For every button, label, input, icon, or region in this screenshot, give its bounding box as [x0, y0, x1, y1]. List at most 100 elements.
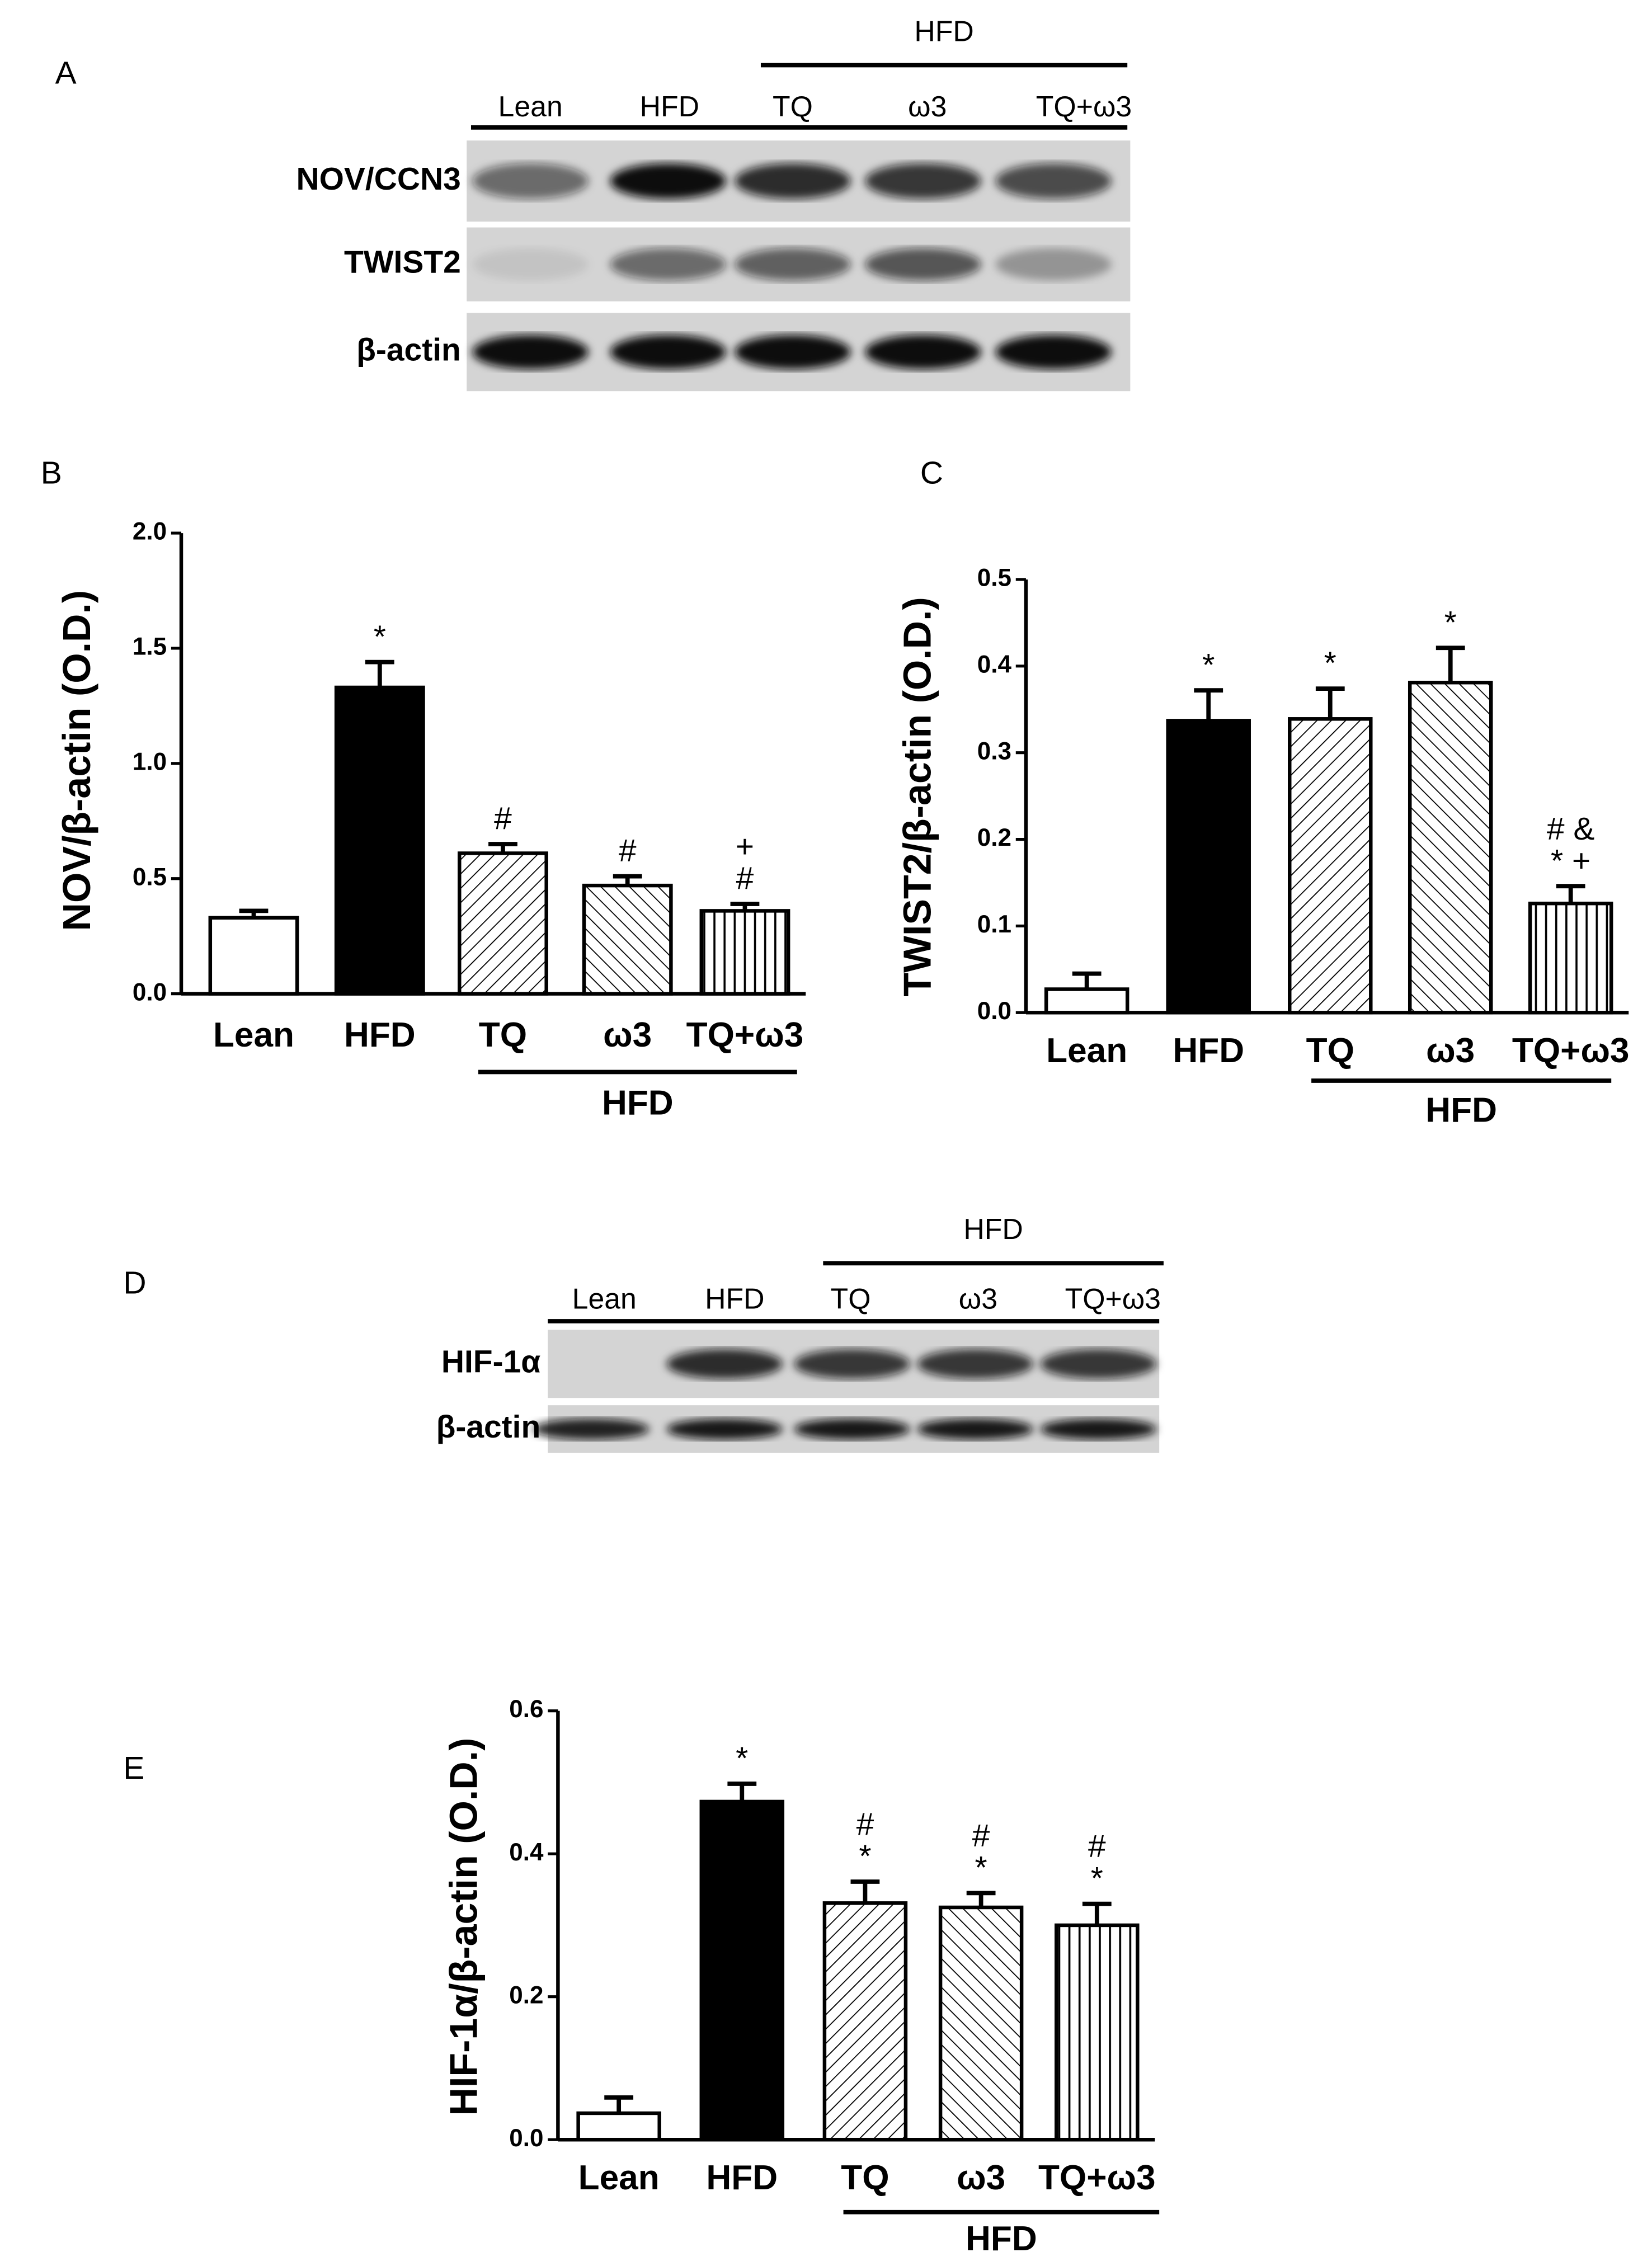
- bar: [1288, 717, 1373, 1015]
- bar: [1528, 901, 1613, 1015]
- significance-mark: *: [374, 619, 386, 654]
- x-tick-label: TQ: [479, 1016, 527, 1054]
- significance-mark: *: [975, 1850, 987, 1886]
- x-tick-label: TQ+ω3: [1512, 1031, 1630, 1070]
- panel-label: B: [41, 455, 62, 491]
- blot-band: [865, 248, 981, 281]
- group-label: HFD: [966, 2220, 1037, 2257]
- significance-mark: #: [1088, 1829, 1106, 1864]
- bar: [208, 916, 299, 996]
- y-axis-label: TWIST2/β-actin (O.D.): [895, 597, 939, 997]
- group-label: HFD: [1425, 1091, 1497, 1129]
- group-label: HFD: [602, 1083, 674, 1122]
- row-label: β-actin: [436, 1409, 541, 1445]
- blot-band: [735, 248, 851, 281]
- significance-mark: *: [736, 1741, 748, 1777]
- blot-band: [735, 334, 851, 370]
- panel-label: C: [920, 455, 943, 491]
- significance-mark: #: [494, 801, 512, 837]
- blot-band: [917, 1419, 1033, 1440]
- row-label: β-actin: [356, 332, 461, 367]
- blot-band: [735, 163, 851, 199]
- x-tick-label: Lean: [1046, 1031, 1127, 1070]
- y-tick-label: 1.0: [133, 748, 167, 775]
- bar: [699, 909, 790, 996]
- bar: [938, 1905, 1024, 2142]
- significance-mark: *: [1202, 647, 1215, 683]
- x-tick-label: HFD: [706, 2159, 778, 2197]
- x-tick-label: ω3: [1426, 1031, 1475, 1070]
- y-tick-label: 0.2: [977, 824, 1011, 851]
- lane-label: TQ: [831, 1282, 871, 1314]
- bar: [699, 1799, 785, 2142]
- bar: [334, 685, 425, 996]
- panel-label: D: [123, 1265, 146, 1301]
- bar: [1055, 1923, 1140, 2142]
- blot-band: [533, 1419, 649, 1440]
- y-tick-label: 0.0: [133, 978, 167, 1006]
- blot-band: [666, 1349, 783, 1379]
- y-tick-label: 2.0: [133, 518, 167, 545]
- x-tick-label: TQ+ω3: [1038, 2159, 1156, 2197]
- bar: [822, 1901, 908, 2142]
- blot-band: [995, 334, 1112, 370]
- blot-band: [995, 248, 1112, 281]
- y-axis-label: NOV/β-actin (O.D.): [55, 590, 98, 931]
- y-axis-label: HIF-1α/β-actin (O.D.): [442, 1738, 486, 2116]
- significance-mark: +: [736, 829, 754, 865]
- blot-band: [1040, 1419, 1156, 1440]
- panel-label: A: [55, 55, 77, 91]
- significance-mark: #: [856, 1807, 874, 1843]
- blot-band: [472, 163, 589, 199]
- row-label: HIF-1α: [441, 1344, 540, 1379]
- lane-label: Lean: [498, 90, 563, 122]
- y-tick-label: 0.4: [977, 651, 1012, 678]
- bar: [1408, 681, 1493, 1015]
- x-tick-label: Lean: [213, 1016, 294, 1054]
- lane-label: TQ+ω3: [1036, 90, 1132, 122]
- x-tick-label: TQ: [1306, 1031, 1354, 1070]
- blot-band: [610, 163, 726, 199]
- x-tick-label: HFD: [344, 1016, 416, 1054]
- y-tick-label: 0.2: [509, 1981, 543, 2009]
- bar: [1166, 719, 1251, 1015]
- blot-band: [472, 248, 589, 281]
- y-tick-label: 0.0: [977, 997, 1011, 1025]
- lane-label: TQ: [773, 90, 813, 122]
- blot-band: [995, 163, 1112, 199]
- bar: [458, 851, 548, 996]
- lane-label: ω3: [908, 90, 947, 122]
- lane-label: Lean: [572, 1282, 637, 1314]
- x-tick-label: TQ: [841, 2159, 889, 2197]
- row-label: TWIST2: [344, 244, 461, 280]
- significance-mark: *: [859, 1839, 871, 1874]
- x-tick-label: Lean: [578, 2159, 660, 2197]
- blot-band: [794, 1349, 910, 1379]
- blot-band: [666, 1419, 783, 1440]
- y-tick-label: 0.5: [977, 564, 1011, 592]
- blot-band: [610, 248, 726, 281]
- y-tick-label: 0.6: [509, 1695, 543, 1723]
- blot-band: [865, 334, 981, 370]
- x-tick-label: HFD: [1173, 1031, 1244, 1070]
- blot-band: [917, 1349, 1033, 1379]
- y-tick-label: 1.5: [133, 633, 167, 661]
- y-tick-label: 0.1: [977, 911, 1011, 938]
- x-tick-label: ω3: [957, 2159, 1005, 2197]
- blot-band: [472, 334, 589, 370]
- significance-mark: *: [1091, 1860, 1103, 1896]
- y-tick-label: 0.0: [509, 2124, 543, 2152]
- lane-label: ω3: [959, 1282, 997, 1314]
- significance-mark: * +: [1551, 843, 1590, 879]
- row-label: NOV/CCN3: [296, 161, 460, 197]
- significance-mark: # &: [1547, 811, 1595, 847]
- group-label: HFD: [914, 15, 973, 47]
- significance-mark: #: [736, 861, 754, 897]
- significance-mark: *: [1444, 605, 1457, 640]
- significance-mark: *: [1324, 645, 1336, 681]
- significance-mark: #: [972, 1818, 990, 1854]
- panel-label: E: [123, 1750, 144, 1786]
- blot-band: [865, 163, 981, 199]
- significance-mark: #: [619, 833, 637, 869]
